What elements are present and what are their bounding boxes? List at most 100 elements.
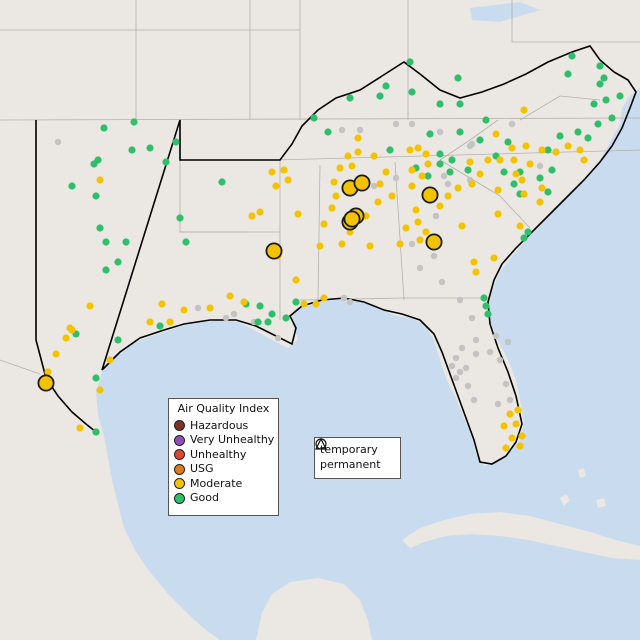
station-marker-good [92, 428, 100, 436]
station-marker-moderate [416, 236, 424, 244]
station-marker-good [608, 114, 616, 122]
station-marker-no-data [468, 140, 476, 148]
station-marker-moderate [518, 432, 526, 440]
station-marker-good [602, 96, 610, 104]
station-marker-good [564, 70, 572, 78]
station-marker-no-data [274, 334, 282, 342]
station-marker-moderate [506, 410, 514, 418]
station-marker-good [386, 146, 394, 154]
station-marker-moderate [348, 162, 356, 170]
monitor-type-legend: temporary permanent [314, 437, 401, 479]
station-marker-moderate [552, 148, 560, 156]
station-marker-moderate [354, 148, 362, 156]
station-marker-good [594, 120, 602, 128]
station-marker-moderate [502, 444, 510, 452]
station-marker-no-data [456, 368, 464, 376]
station-marker-good [568, 52, 576, 60]
station-marker-moderate [414, 218, 422, 226]
station-marker-no-data [456, 296, 464, 304]
station-marker-moderate [300, 300, 308, 308]
station-marker-good [324, 128, 332, 136]
station-marker-moderate [96, 386, 104, 394]
station-marker-no-data [356, 126, 364, 134]
station-marker-no-data [496, 356, 504, 364]
station-marker-good [172, 138, 180, 146]
station-marker-moderate [526, 160, 534, 168]
station-marker-no-data [432, 212, 440, 220]
station-marker-moderate [388, 192, 396, 200]
station-marker-no-data [430, 252, 438, 260]
lake-erie [470, 2, 540, 22]
station-marker-good [68, 182, 76, 190]
station-marker-moderate [406, 146, 414, 154]
moderate-swatch [174, 478, 185, 490]
station-marker-moderate [494, 186, 502, 194]
station-marker-good [122, 238, 130, 246]
station-marker-good [256, 302, 264, 310]
legend-label: Unhealthy [190, 447, 247, 461]
station-marker-good [268, 310, 276, 318]
station-marker-moderate [508, 434, 516, 442]
station-marker-moderate [564, 142, 572, 150]
station-marker-good [408, 88, 416, 96]
station-marker-good [504, 138, 512, 146]
station-marker-no-data [486, 348, 494, 356]
station-marker-no-data [370, 182, 378, 190]
station-marker-good [476, 136, 484, 144]
legend-label: Very Unhealthy [190, 433, 275, 446]
station-marker-good [114, 336, 122, 344]
station-marker-moderate [292, 276, 300, 284]
station-marker-moderate [226, 292, 234, 300]
station-marker-moderate [580, 156, 588, 164]
state-borders [0, 0, 640, 375]
station-marker-moderate [454, 184, 462, 192]
station-marker-moderate [508, 144, 516, 152]
station-marker-no-data [436, 128, 444, 136]
station-marker-good [218, 178, 226, 186]
station-marker-good [102, 238, 110, 246]
station-marker-moderate [336, 164, 344, 172]
station-marker-moderate [66, 324, 74, 332]
station-marker-no-data [340, 294, 348, 302]
station-marker-moderate [518, 176, 526, 184]
station-marker-good [556, 132, 564, 140]
legend-item-very-unhealthy: Very Unhealthy [169, 433, 278, 448]
station-marker-moderate [320, 294, 328, 302]
station-marker-good [596, 62, 604, 70]
station-marker-moderate [458, 222, 466, 230]
station-marker-moderate [344, 152, 352, 160]
unhealthy-swatch [174, 449, 185, 461]
legend-item-usg: USG [169, 462, 278, 477]
legend-label: Moderate [190, 476, 243, 490]
station-marker-no-data [494, 400, 502, 408]
station-marker-good [454, 74, 462, 82]
station-marker-no-data [54, 138, 62, 146]
station-marker-moderate [328, 204, 336, 212]
station-marker-moderate [320, 220, 328, 228]
station-marker-good [424, 172, 432, 180]
station-marker-moderate [470, 258, 478, 266]
station-marker-good [310, 114, 318, 122]
station-marker-good [176, 214, 184, 222]
station-marker-moderate [490, 254, 498, 262]
station-marker-good [92, 374, 100, 382]
station-marker-moderate [424, 160, 432, 168]
permanent-label: permanent [320, 457, 381, 471]
station-marker-no-data [392, 174, 400, 182]
station-marker-moderate [338, 240, 346, 248]
station-marker-good [584, 134, 592, 142]
station-marker-no-data [464, 382, 472, 390]
station-marker-good [254, 318, 262, 326]
station-marker-no-data [470, 396, 478, 404]
station-marker-moderate [366, 242, 374, 250]
station-marker-good [264, 318, 272, 326]
station-marker-good [100, 124, 108, 132]
aqi-legend: Air Quality Index Hazardous Very Unhealt… [168, 398, 279, 516]
station-marker-good [114, 258, 122, 266]
station-marker-good [346, 94, 354, 102]
land-bahamas [560, 468, 606, 508]
station-marker-moderate [106, 356, 114, 364]
